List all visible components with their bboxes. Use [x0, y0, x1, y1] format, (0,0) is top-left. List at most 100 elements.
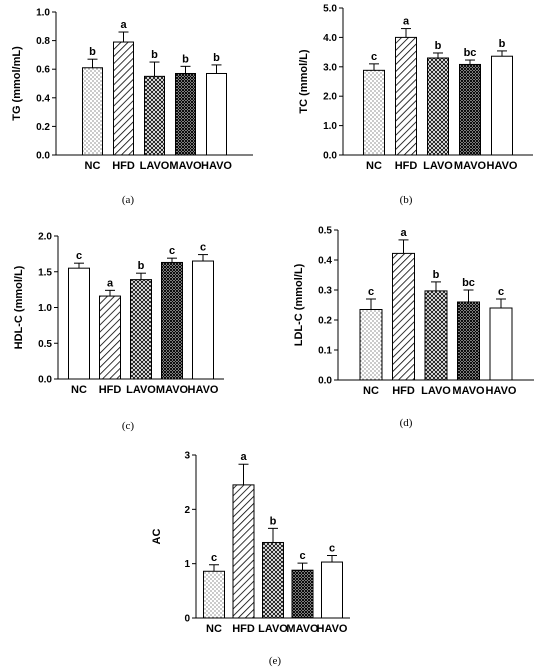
x-category-label-havo: HAVO	[486, 385, 517, 397]
y-tick-label: 1.5	[38, 267, 52, 278]
y-tick-label: 1.0	[36, 8, 50, 19]
y-tick-label: 1.0	[38, 303, 52, 314]
bar-nc	[359, 309, 383, 381]
bar-mavo	[457, 301, 480, 381]
y-tick-label: 1	[184, 559, 190, 570]
y-tick-label: 0.1	[318, 346, 332, 357]
chart-panel-c: 0.0 0.5 1.0 1.5 2.0 HDL-C (mmol/L) c NC a HFD b LAV…	[13, 232, 224, 432]
x-category-label-mavo: MAVO	[452, 385, 485, 397]
x-category-label-mavo: MAVO	[286, 623, 319, 635]
y-tick-label: 0.2	[318, 316, 332, 327]
bar-havo	[491, 55, 513, 156]
significance-label-hfd: a	[403, 16, 410, 28]
bar-havo	[489, 307, 513, 381]
bar-hfd	[113, 41, 134, 156]
y-tick-label: 3	[184, 451, 190, 462]
significance-label-havo: c	[200, 242, 206, 254]
x-category-label-havo: HAVO	[317, 623, 348, 635]
y-axis-title: AC	[151, 529, 163, 545]
y-tick-label: 0	[184, 614, 190, 625]
chart-panel-d: 0.0 0.1 0.2 0.3 0.4 0.5 LDL-C (mmol/L) c NC a HFD b…	[293, 226, 534, 429]
bar-havo	[321, 561, 343, 619]
x-category-label-nc: NC	[363, 385, 379, 397]
bar-lavo	[130, 279, 152, 380]
significance-label-lavo: b	[435, 40, 442, 52]
y-tick-label: 0.4	[36, 93, 50, 104]
y-tick-label: 0.0	[38, 375, 52, 386]
bar-lavo	[424, 290, 448, 381]
y-tick-label: 0.8	[36, 36, 50, 47]
significance-label-nc: c	[76, 250, 82, 262]
significance-label-mavo: bc	[464, 47, 477, 59]
panel-caption: (d)	[400, 417, 413, 429]
significance-label-hfd: a	[120, 19, 127, 31]
x-category-label-havo: HAVO	[487, 160, 518, 172]
bar-mavo	[175, 72, 196, 156]
bar-lavo	[144, 75, 165, 156]
bar-nc	[82, 67, 103, 156]
significance-label-nc: c	[368, 286, 374, 298]
y-tick-label: 4.0	[323, 33, 337, 44]
x-category-label-lavo: LAVO	[421, 385, 451, 397]
bar-lavo	[262, 541, 284, 619]
significance-label-mavo: c	[299, 550, 305, 562]
x-category-label-nc: NC	[85, 160, 101, 172]
bar-hfd	[395, 36, 417, 156]
panel-caption: (c)	[122, 420, 135, 432]
x-category-label-hfd: HFD	[112, 160, 135, 172]
bar-mavo	[459, 63, 481, 156]
x-category-label-nc: NC	[71, 384, 87, 396]
significance-label-mavo: bc	[462, 277, 475, 289]
y-tick-label: 1.0	[323, 121, 337, 132]
y-tick-label: 0.6	[36, 65, 50, 76]
significance-label-havo: c	[329, 543, 335, 555]
x-category-label-lavo: LAVO	[258, 623, 288, 635]
x-category-label-lavo: LAVO	[423, 160, 453, 172]
y-tick-label: 2.0	[38, 232, 52, 243]
y-tick-label: 0.0	[323, 151, 337, 162]
significance-label-lavo: b	[433, 269, 440, 281]
y-tick-label: 3.0	[323, 62, 337, 73]
bar-mavo	[161, 261, 183, 380]
x-category-label-hfd: HFD	[392, 385, 415, 397]
chart-panel-e: 0 1 2 3 AC c NC a HFD b LAVO c MAVO c HAVO (e)	[151, 451, 350, 667]
bar-hfd	[392, 252, 415, 381]
significance-label-hfd: a	[400, 227, 407, 239]
significance-label-nc: c	[371, 51, 377, 63]
bar-hfd	[99, 295, 121, 380]
x-category-label-havo: HAVO	[201, 160, 232, 172]
y-tick-label: 0.0	[318, 376, 332, 387]
bar-havo	[206, 72, 227, 156]
significance-label-hfd: a	[240, 451, 247, 463]
significance-label-mavo: c	[169, 245, 175, 257]
x-category-label-hfd: HFD	[99, 384, 122, 396]
panel-caption: (a)	[122, 194, 135, 206]
y-tick-label: 0.3	[318, 286, 332, 297]
significance-label-lavo: b	[151, 49, 158, 61]
y-tick-label: 5.0	[323, 4, 337, 15]
panel-caption: (e)	[269, 655, 282, 667]
significance-label-havo: c	[498, 286, 504, 298]
y-tick-label: 0.5	[318, 226, 332, 237]
significance-label-lavo: b	[138, 260, 145, 272]
x-category-label-hfd: HFD	[232, 623, 255, 635]
significance-label-nc: c	[211, 552, 217, 564]
y-tick-label: 2	[184, 505, 190, 516]
y-tick-label: 0.4	[318, 256, 332, 267]
x-category-label-mavo: MAVO	[169, 160, 202, 172]
x-category-label-hfd: HFD	[395, 160, 418, 172]
chart-panel-a: 0.0 0.2 0.4 0.6 0.8 1.0 TG (mmol/mL) b NC a HFD b LA…	[11, 8, 253, 206]
y-axis-title: HDL-C (mmol/L)	[13, 265, 25, 349]
significance-label-havo: b	[499, 38, 506, 50]
bar-mavo	[291, 569, 314, 619]
x-category-label-lavo: LAVO	[126, 384, 156, 396]
bar-nc	[68, 267, 90, 380]
bar-nc	[363, 69, 385, 156]
bar-lavo	[427, 57, 449, 156]
x-category-label-lavo: LAVO	[140, 160, 170, 172]
x-category-label-nc: NC	[206, 623, 222, 635]
y-axis-title: LDL-C (mmol/L)	[293, 263, 305, 346]
bar-hfd	[232, 484, 255, 619]
significance-label-nc: b	[89, 46, 96, 58]
